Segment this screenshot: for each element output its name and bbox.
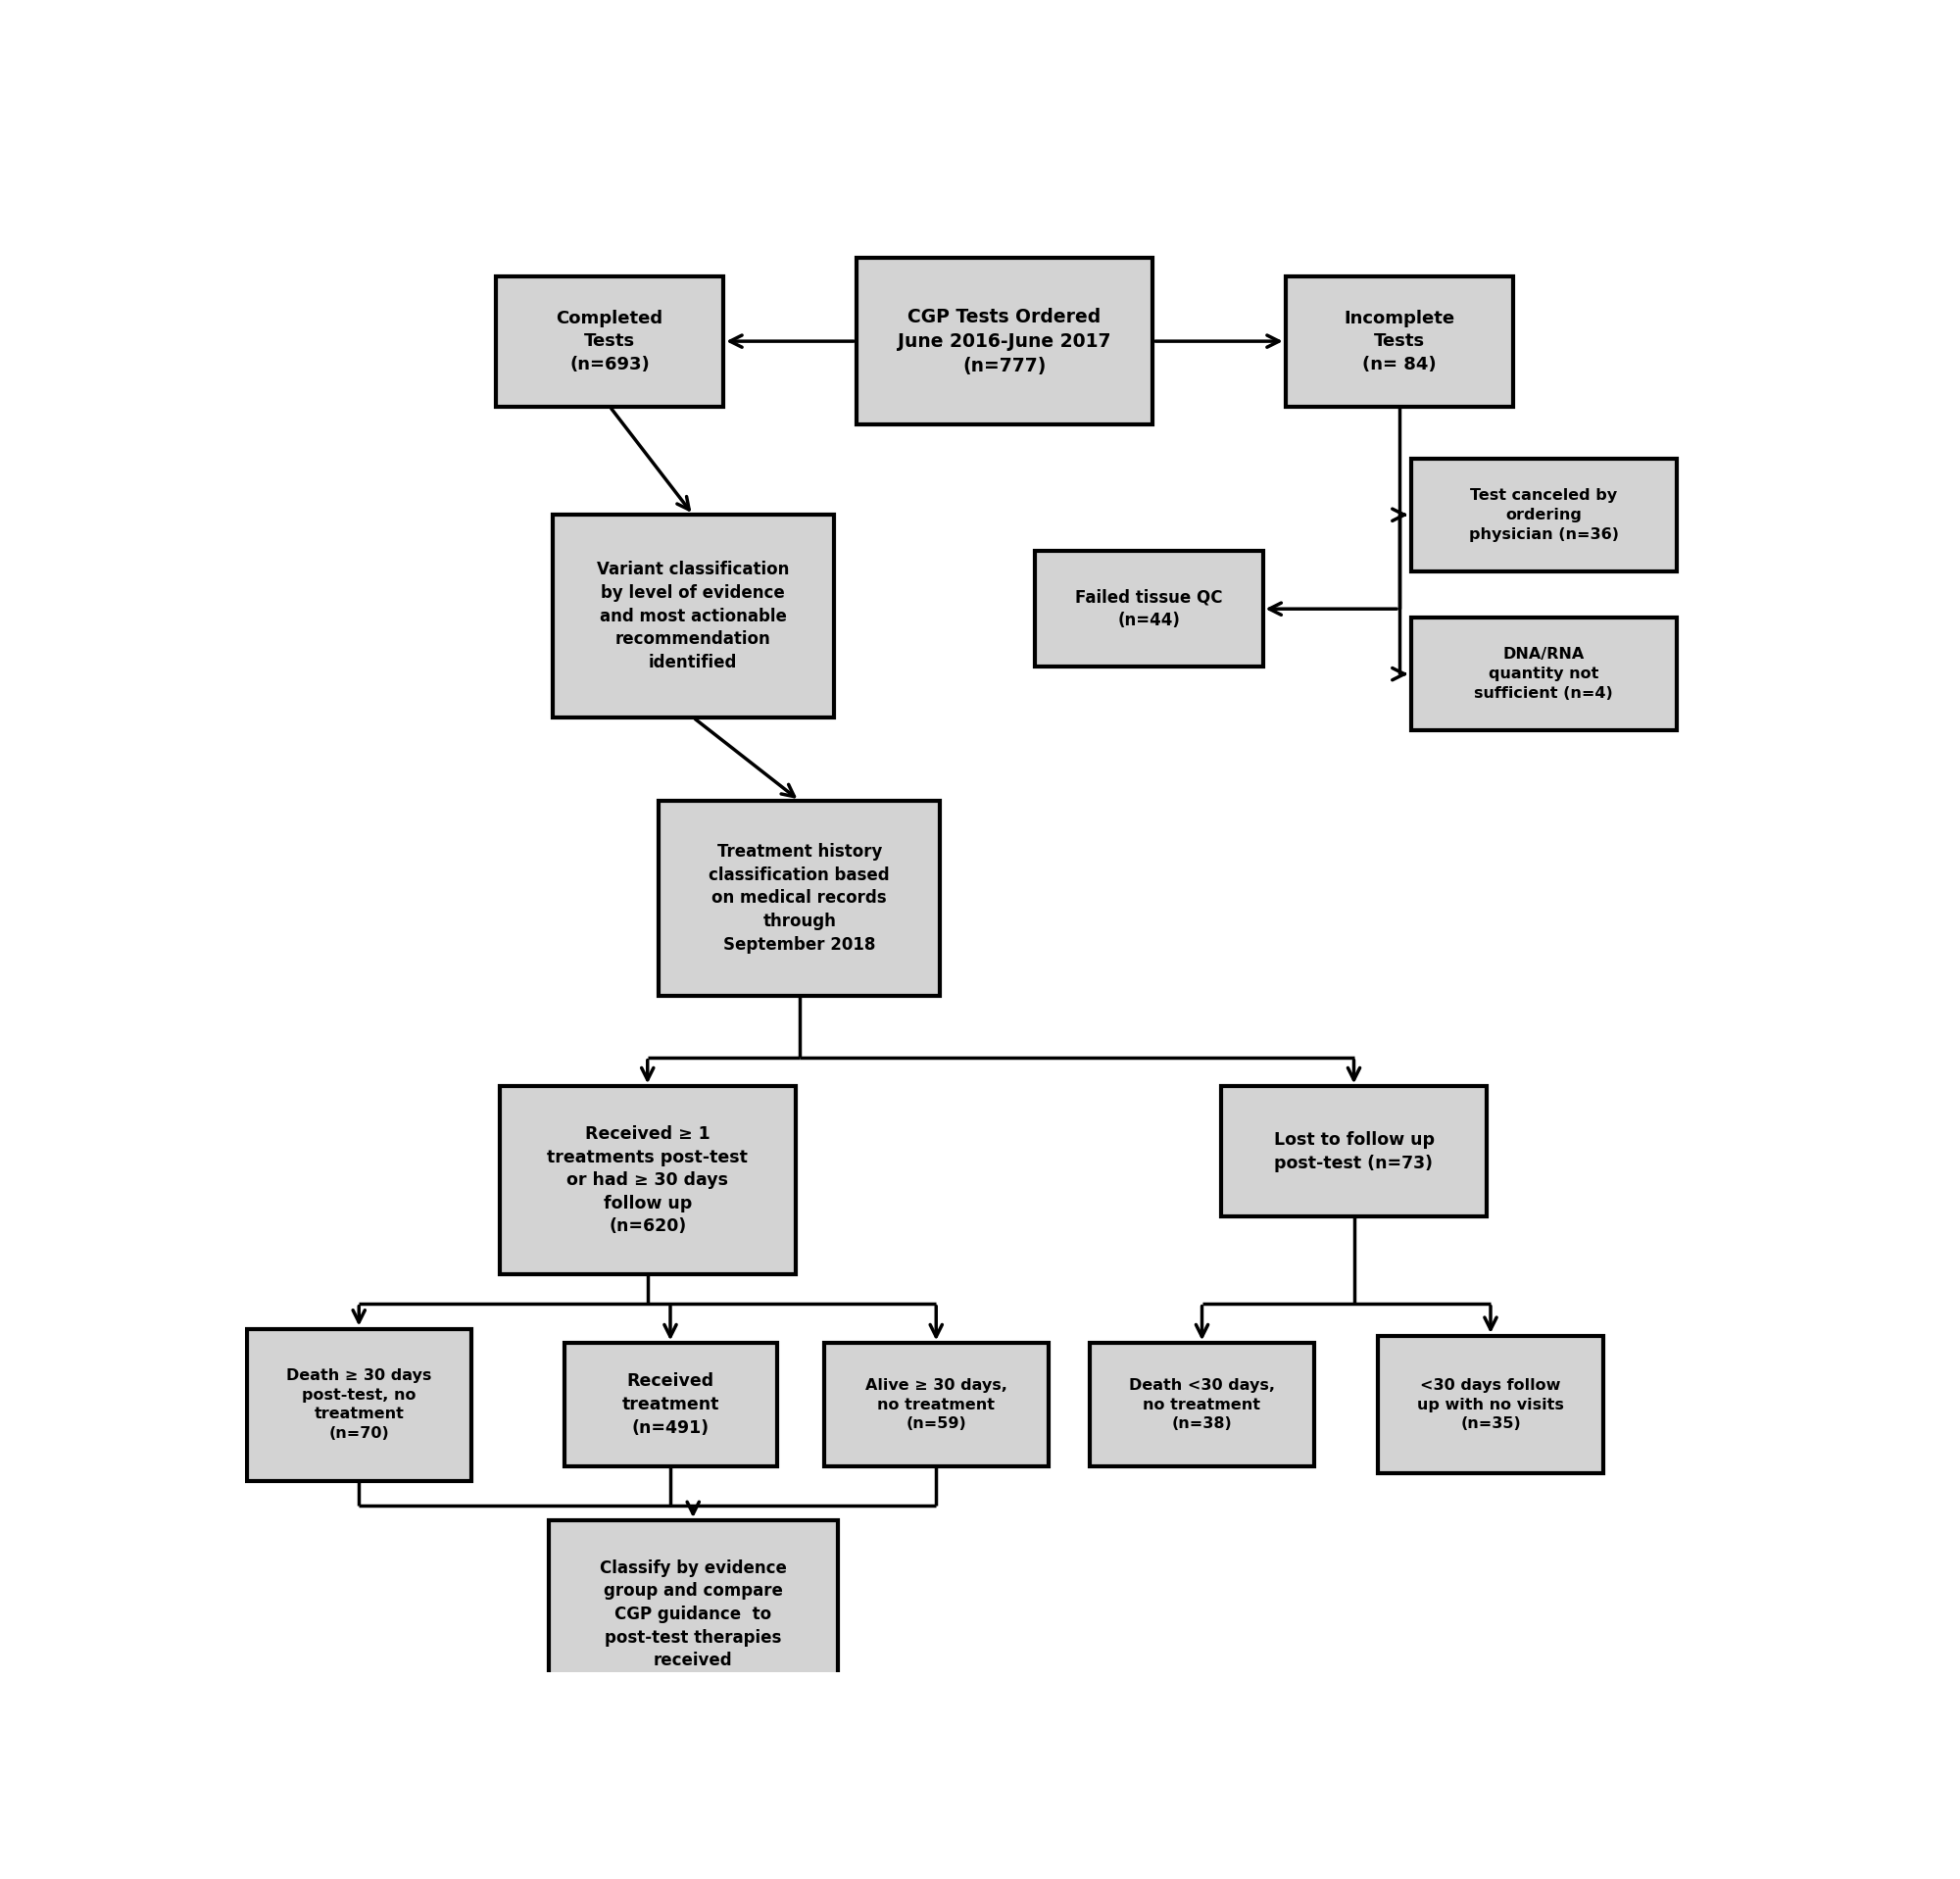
Text: Classify by evidence
group and compare
CGP guidance  to
post-test therapies
rece: Classify by evidence group and compare C… xyxy=(600,1560,786,1670)
FancyBboxPatch shape xyxy=(1221,1086,1488,1216)
FancyBboxPatch shape xyxy=(1411,618,1676,731)
Text: Received ≥ 1
treatments post-test
or had ≥ 30 days
follow up
(n=620): Received ≥ 1 treatments post-test or had… xyxy=(547,1126,749,1236)
FancyBboxPatch shape xyxy=(553,515,833,718)
FancyBboxPatch shape xyxy=(823,1343,1049,1466)
FancyBboxPatch shape xyxy=(659,800,941,996)
Text: Failed tissue QC
(n=44): Failed tissue QC (n=44) xyxy=(1074,588,1223,629)
FancyBboxPatch shape xyxy=(1090,1343,1315,1466)
Text: Alive ≥ 30 days,
no treatment
(n=59): Alive ≥ 30 days, no treatment (n=59) xyxy=(864,1377,1007,1432)
FancyBboxPatch shape xyxy=(1035,551,1262,667)
Text: DNA/RNA
quantity not
sufficient (n=4): DNA/RNA quantity not sufficient (n=4) xyxy=(1474,646,1613,701)
FancyBboxPatch shape xyxy=(857,257,1152,425)
Text: Death <30 days,
no treatment
(n=38): Death <30 days, no treatment (n=38) xyxy=(1129,1377,1274,1432)
Text: Death ≥ 30 days
post-test, no
treatment
(n=70): Death ≥ 30 days post-test, no treatment … xyxy=(286,1368,431,1441)
Text: CGP Tests Ordered
June 2016-June 2017
(n=777): CGP Tests Ordered June 2016-June 2017 (n… xyxy=(898,308,1111,376)
Text: <30 days follow
up with no visits
(n=35): <30 days follow up with no visits (n=35) xyxy=(1417,1377,1564,1432)
FancyBboxPatch shape xyxy=(500,1086,796,1274)
FancyBboxPatch shape xyxy=(564,1343,776,1466)
Text: Received
treatment
(n=491): Received treatment (n=491) xyxy=(621,1374,719,1437)
FancyBboxPatch shape xyxy=(247,1328,470,1481)
Text: Incomplete
Tests
(n= 84): Incomplete Tests (n= 84) xyxy=(1345,310,1454,374)
Text: Treatment history
classification based
on medical records
through
September 2018: Treatment history classification based o… xyxy=(710,844,890,953)
FancyBboxPatch shape xyxy=(1378,1336,1603,1473)
FancyBboxPatch shape xyxy=(496,276,723,406)
FancyBboxPatch shape xyxy=(549,1520,837,1708)
Text: Test canceled by
ordering
physician (n=36): Test canceled by ordering physician (n=3… xyxy=(1468,489,1619,541)
Text: Completed
Tests
(n=693): Completed Tests (n=693) xyxy=(557,310,662,374)
Text: Variant classification
by level of evidence
and most actionable
recommendation
i: Variant classification by level of evide… xyxy=(598,562,790,671)
FancyBboxPatch shape xyxy=(1411,458,1676,571)
FancyBboxPatch shape xyxy=(1286,276,1513,406)
Text: Lost to follow up
post-test (n=73): Lost to follow up post-test (n=73) xyxy=(1274,1131,1435,1172)
